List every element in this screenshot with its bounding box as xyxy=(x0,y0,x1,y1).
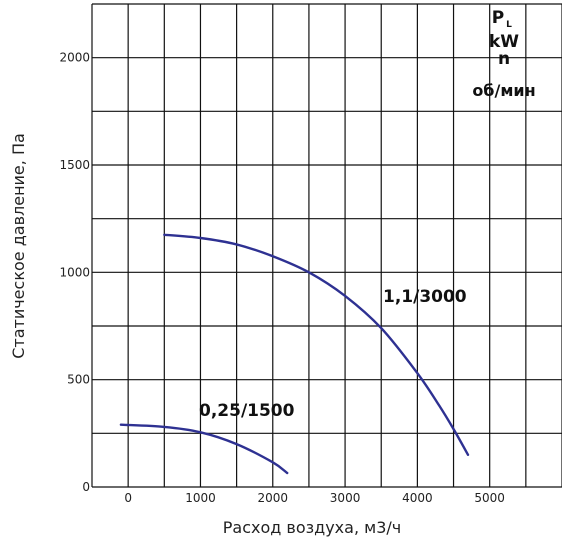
power-symbol: P xyxy=(492,8,504,28)
y-tick-label: 2000 xyxy=(59,51,90,65)
grid-lines xyxy=(91,3,562,488)
y-tick-label: 500 xyxy=(67,373,90,387)
performance-curves xyxy=(119,233,470,475)
legend-header: P L kW n об/мин xyxy=(472,8,535,100)
x-tick-label: 3000 xyxy=(330,491,361,505)
x-tick-label: 4000 xyxy=(402,491,433,505)
y-tick-label: 0 xyxy=(82,480,90,494)
x-tick-label: 1000 xyxy=(185,491,216,505)
y-tick-label: 1500 xyxy=(59,158,90,172)
x-tick-label: 2000 xyxy=(257,491,288,505)
series-line-1 xyxy=(163,233,470,456)
series-label-2: 0,25/1500 xyxy=(199,401,295,421)
power-unit: kW xyxy=(489,32,519,52)
series-line-2 xyxy=(119,423,289,475)
speed-unit: об/мин xyxy=(472,81,535,100)
x-axis-title: Расход воздуха, м3/ч xyxy=(223,518,401,537)
speed-symbol: n xyxy=(498,49,510,69)
y-axis-title: Статическое давление, Па xyxy=(9,133,28,359)
tick-labels: 0 1000 2000 3000 4000 5000 0 500 1000 1500 2000 xyxy=(59,51,505,505)
x-tick-label: 5000 xyxy=(474,491,505,505)
series-label-1: 1,1/3000 xyxy=(383,287,467,307)
power-subscript: L xyxy=(506,20,512,30)
x-tick-label: 0 xyxy=(124,491,132,505)
curve-labels: 1,1/3000 0,25/1500 xyxy=(199,287,467,421)
y-tick-label: 1000 xyxy=(59,265,90,279)
